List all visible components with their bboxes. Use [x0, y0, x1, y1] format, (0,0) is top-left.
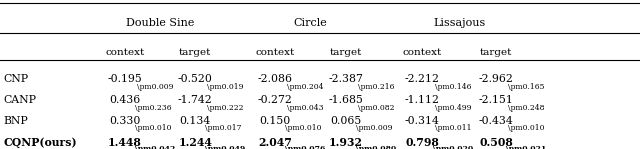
- Text: 0.798: 0.798: [406, 137, 439, 148]
- Text: 1.932: 1.932: [328, 137, 363, 148]
- Text: 0.508: 0.508: [479, 137, 513, 148]
- Text: 1.244: 1.244: [179, 137, 212, 148]
- Text: 0.134: 0.134: [180, 116, 211, 126]
- Text: \pm0.499: \pm0.499: [435, 104, 471, 112]
- Text: \pm0.021: \pm0.021: [506, 145, 547, 149]
- Text: -1.742: -1.742: [178, 95, 212, 105]
- Text: \pm0.009: \pm0.009: [356, 124, 392, 132]
- Text: -0.195: -0.195: [108, 74, 142, 84]
- Text: -0.434: -0.434: [479, 116, 513, 126]
- Text: 1.448: 1.448: [108, 137, 141, 148]
- Text: \pm0.020: \pm0.020: [433, 145, 473, 149]
- Text: CNP: CNP: [3, 74, 28, 84]
- Text: context: context: [403, 48, 442, 57]
- Text: Double Sine: Double Sine: [126, 18, 194, 28]
- Text: \pm0.017: \pm0.017: [205, 124, 242, 132]
- Text: CQNP(ours): CQNP(ours): [3, 137, 77, 148]
- Text: \pm0.216: \pm0.216: [358, 83, 394, 91]
- Text: -2.212: -2.212: [405, 74, 440, 84]
- Text: \pm0.019: \pm0.019: [207, 83, 244, 91]
- Text: \pm0.165: \pm0.165: [508, 83, 545, 91]
- Text: -2.387: -2.387: [328, 74, 363, 84]
- Text: \pm0.009: \pm0.009: [137, 83, 173, 91]
- Text: \pm0.082: \pm0.082: [358, 104, 394, 112]
- Text: \pm0.248: \pm0.248: [508, 104, 545, 112]
- Text: target: target: [480, 48, 512, 57]
- Text: 0.330: 0.330: [109, 116, 141, 126]
- Text: \pm0.146: \pm0.146: [435, 83, 471, 91]
- Text: 0.150: 0.150: [260, 116, 291, 126]
- Text: -0.314: -0.314: [405, 116, 440, 126]
- Text: -2.962: -2.962: [479, 74, 513, 84]
- Text: 0.436: 0.436: [109, 95, 140, 105]
- Text: 0.065: 0.065: [330, 116, 361, 126]
- Text: Circle: Circle: [294, 18, 327, 28]
- Text: \pm0.042: \pm0.042: [135, 145, 175, 149]
- Text: -0.520: -0.520: [178, 74, 212, 84]
- Text: \pm0.236: \pm0.236: [135, 104, 172, 112]
- Text: -0.272: -0.272: [258, 95, 292, 105]
- Text: \pm0.222: \pm0.222: [207, 104, 244, 112]
- Text: -2.151: -2.151: [479, 95, 513, 105]
- Text: BNP: BNP: [3, 116, 28, 126]
- Text: \pm0.011: \pm0.011: [435, 124, 471, 132]
- Text: \pm0.080: \pm0.080: [356, 145, 396, 149]
- Text: \pm0.010: \pm0.010: [285, 124, 322, 132]
- Text: -1.112: -1.112: [405, 95, 440, 105]
- Text: context: context: [105, 48, 145, 57]
- Text: \pm0.043: \pm0.043: [287, 104, 324, 112]
- Text: 2.047: 2.047: [259, 137, 292, 148]
- Text: -1.685: -1.685: [328, 95, 363, 105]
- Text: \pm0.010: \pm0.010: [135, 124, 172, 132]
- Text: \pm0.076: \pm0.076: [285, 145, 326, 149]
- Text: target: target: [330, 48, 362, 57]
- Text: \pm0.049: \pm0.049: [205, 145, 246, 149]
- Text: \pm0.204: \pm0.204: [287, 83, 324, 91]
- Text: -2.086: -2.086: [258, 74, 292, 84]
- Text: Lissajous: Lissajous: [433, 18, 486, 28]
- Text: context: context: [255, 48, 295, 57]
- Text: target: target: [179, 48, 211, 57]
- Text: CANP: CANP: [3, 95, 36, 105]
- Text: \pm0.010: \pm0.010: [508, 124, 545, 132]
